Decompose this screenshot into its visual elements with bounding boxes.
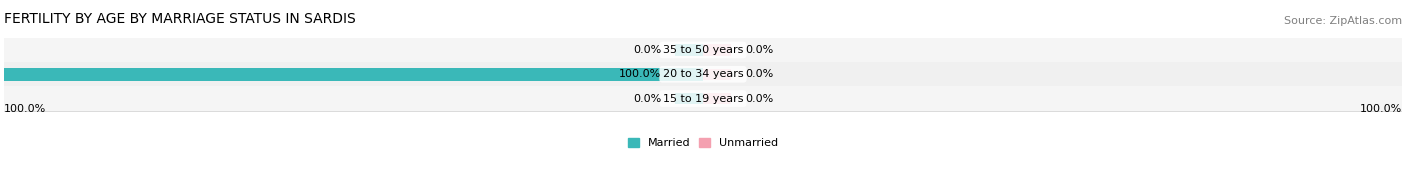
Text: Source: ZipAtlas.com: Source: ZipAtlas.com xyxy=(1284,16,1402,26)
Text: 0.0%: 0.0% xyxy=(633,45,661,55)
Text: 100.0%: 100.0% xyxy=(1360,104,1402,114)
Bar xyxy=(675,44,703,56)
Text: 100.0%: 100.0% xyxy=(4,104,46,114)
Bar xyxy=(4,38,1402,62)
Bar xyxy=(4,62,1402,86)
Bar xyxy=(703,93,731,104)
Text: 20 to 34 years: 20 to 34 years xyxy=(662,69,744,79)
Text: 15 to 19 years: 15 to 19 years xyxy=(662,93,744,103)
Text: 0.0%: 0.0% xyxy=(745,69,773,79)
Bar xyxy=(675,69,703,80)
Bar xyxy=(4,68,703,81)
Bar xyxy=(703,44,731,56)
Bar xyxy=(703,69,731,80)
Bar xyxy=(675,93,703,104)
Text: 0.0%: 0.0% xyxy=(745,45,773,55)
Text: 0.0%: 0.0% xyxy=(633,93,661,103)
Bar xyxy=(4,86,1402,111)
Text: 100.0%: 100.0% xyxy=(619,69,661,79)
Text: 35 to 50 years: 35 to 50 years xyxy=(662,45,744,55)
Text: 0.0%: 0.0% xyxy=(745,93,773,103)
Text: FERTILITY BY AGE BY MARRIAGE STATUS IN SARDIS: FERTILITY BY AGE BY MARRIAGE STATUS IN S… xyxy=(4,12,356,26)
Legend: Married, Unmarried: Married, Unmarried xyxy=(623,134,783,153)
